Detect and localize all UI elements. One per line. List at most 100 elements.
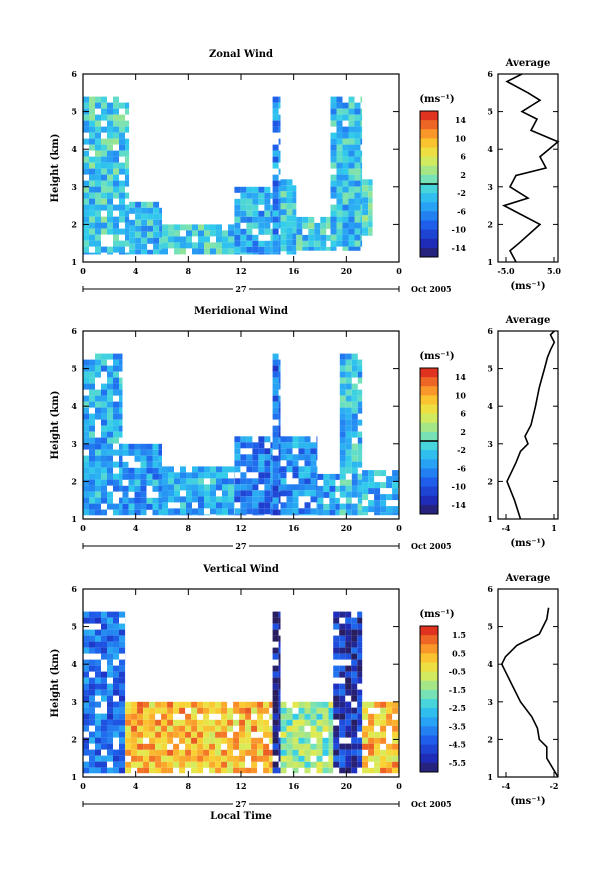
heatmap-cell (278, 359, 281, 366)
heatmap-cell (326, 246, 333, 251)
heatmap-cell (179, 731, 186, 738)
heatmap-cell (119, 389, 123, 396)
heatmap-cell (278, 425, 281, 432)
heatmap-cell (368, 488, 375, 495)
heatmap-cell (141, 243, 148, 250)
heatmap-cell (197, 731, 204, 738)
heatmap-cell (125, 102, 130, 109)
average-profile-line (500, 607, 559, 778)
heatmap-cell (339, 755, 346, 762)
heatmap-cell (330, 204, 337, 211)
heatmap-cell (258, 240, 265, 247)
heatmap-cell (258, 216, 265, 223)
heatmap-cell (107, 719, 113, 726)
heatmap-cell (360, 138, 363, 145)
heatmap-cell (360, 228, 363, 235)
heatmap-cell (286, 719, 293, 726)
heatmap-cell (292, 227, 297, 234)
heatmap-cell (119, 503, 123, 510)
heatmap-cell (83, 168, 89, 175)
heatmap-cell (328, 713, 334, 720)
heatmap-cell (362, 209, 369, 216)
heatmap-cell (83, 509, 89, 516)
heatmap-cell (286, 197, 293, 204)
heatmap-cell (345, 719, 352, 726)
heatmap-cell (234, 210, 241, 217)
heatmap-cell (89, 695, 95, 702)
heatmap-cell (304, 436, 311, 443)
heatmap-cell (351, 473, 358, 480)
heatmap-cell (179, 755, 186, 762)
heatmap-cell (278, 371, 281, 378)
heatmap-cell (209, 731, 216, 738)
heatmap-cell (101, 449, 107, 456)
heatmap-cell (83, 491, 89, 498)
heatmap-cell (95, 413, 101, 420)
heatmap-cell (89, 240, 95, 247)
heatmap-cell (316, 496, 318, 503)
heatmap-cell (278, 647, 281, 654)
heatmap-cell (351, 653, 358, 660)
heatmap-cell (246, 484, 253, 491)
heatmap-cell (125, 192, 130, 199)
heatmap-cell (322, 713, 329, 720)
heatmap-cell (95, 617, 101, 624)
heatmap-cell (348, 108, 355, 115)
heatmap-cell (83, 503, 89, 510)
heatmap-cell (192, 466, 198, 473)
heatmap-cell (89, 425, 95, 432)
heatmap-cell (191, 725, 198, 732)
heatmap-cell (368, 476, 375, 483)
heatmap-cell (186, 502, 192, 509)
heatmap-cell (162, 230, 168, 237)
heatmap-cell (351, 467, 358, 474)
heatmap-cell (278, 234, 281, 241)
heatmap-cell (89, 252, 95, 255)
heatmap-cell (320, 216, 327, 223)
heatmap-cell (239, 701, 246, 708)
heatmap-cell (252, 466, 259, 473)
heatmap-cell (380, 761, 387, 768)
heatmap-cell (278, 755, 281, 762)
average-y-tick-label: 5 (487, 107, 493, 117)
heatmap-cell (95, 210, 101, 217)
heatmap-cell (272, 485, 279, 492)
heatmap-cell (140, 491, 147, 498)
heatmap-cell (107, 665, 113, 672)
heatmap-cell (162, 224, 168, 231)
heatmap-cell (316, 448, 318, 455)
heatmap-cell (286, 436, 293, 443)
heatmap-cell (119, 695, 125, 702)
heatmap-cell (328, 743, 334, 750)
heatmap-cell (357, 725, 363, 732)
heatmap-cell (386, 743, 393, 750)
heatmap-cell (245, 731, 252, 738)
heatmap-cell (149, 761, 156, 768)
heatmap-cell (245, 713, 252, 720)
heatmap-cell (368, 191, 373, 198)
heatmap-cell (239, 767, 246, 774)
heatmap-cell (354, 162, 361, 169)
heatmap-cell (234, 198, 241, 205)
heatmap-cell (272, 162, 279, 169)
heatmap-cell (286, 707, 293, 714)
heatmap-cell (316, 719, 323, 726)
heatmap-cell (155, 731, 162, 738)
heatmap-cell (198, 496, 204, 503)
heatmap-cell (339, 743, 346, 750)
heatmap-cell (342, 186, 349, 193)
heatmap-cell (333, 641, 340, 648)
heatmap-cell (221, 719, 228, 726)
heatmap-cell (89, 114, 95, 121)
heatmap-cell (173, 725, 180, 732)
heatmap-cell (210, 484, 216, 491)
heatmap-cell (209, 767, 216, 774)
heatmap-cell (328, 767, 334, 774)
heatmap-cell (95, 198, 101, 205)
heatmap-cell (234, 454, 241, 461)
heatmap-cell (128, 503, 135, 510)
heatmap-cell (292, 484, 299, 491)
heatmap-cell (89, 413, 95, 420)
y-axis-label: Height (km) (50, 649, 61, 718)
heatmap-cell (339, 431, 346, 438)
